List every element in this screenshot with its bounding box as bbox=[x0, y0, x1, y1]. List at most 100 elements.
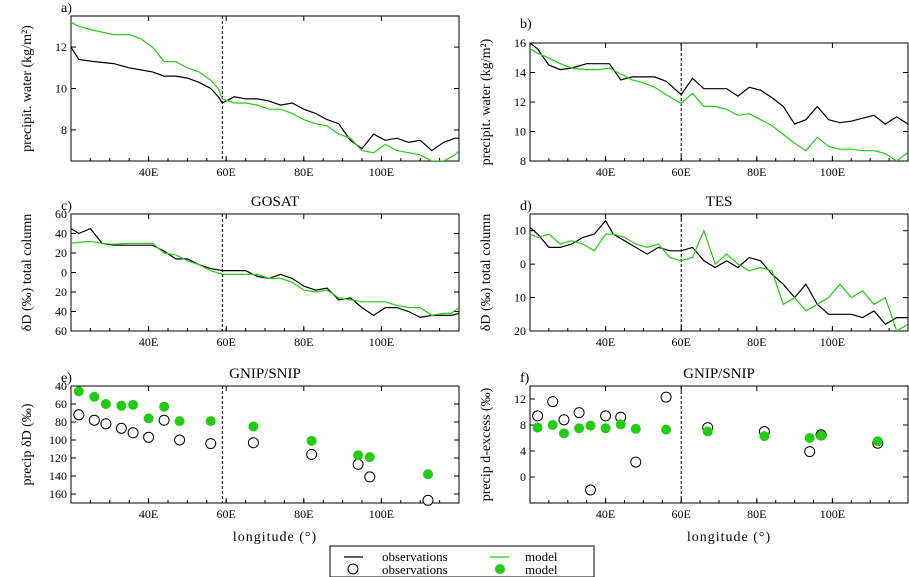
x-tick-label-a: 40E bbox=[139, 165, 158, 179]
y-tick-label-e: 40 bbox=[55, 379, 67, 393]
point-model-f bbox=[702, 426, 713, 437]
panel-title-d: TES bbox=[706, 194, 733, 210]
point-model-f bbox=[559, 428, 569, 439]
x-tick-label-d: 80E bbox=[747, 335, 766, 349]
point-model-f bbox=[600, 423, 611, 434]
point-model-f bbox=[574, 423, 585, 434]
plot-frame-d bbox=[529, 213, 909, 332]
point-observations-f bbox=[660, 391, 672, 403]
point-observations-f bbox=[600, 410, 612, 422]
y-tick-label-f: 12 bbox=[514, 392, 526, 406]
point-observations-e bbox=[143, 431, 155, 443]
panel-title-f: GNIP/SNIP bbox=[683, 366, 755, 382]
point-observations-e bbox=[247, 437, 259, 449]
point-observations-e bbox=[352, 458, 364, 470]
point-observations-e bbox=[88, 414, 100, 426]
x-tick-label-b: 40E bbox=[596, 165, 615, 179]
x-tick-label-f: 60E bbox=[672, 507, 691, 521]
point-observations-f bbox=[585, 484, 596, 496]
series-line-model-d bbox=[530, 229, 908, 331]
point-model-f bbox=[547, 420, 558, 430]
chart-panel-d: 40E 60E 80E 100E 10 0 10 20 d) TES δD (‰) total co… bbox=[479, 194, 909, 349]
point-model-f bbox=[804, 433, 815, 443]
x-tick-label-f: 40E bbox=[596, 507, 615, 521]
panel-label-d: d) bbox=[520, 199, 532, 214]
point-observations-e bbox=[174, 434, 186, 446]
y-tick-label-e: 160 bbox=[49, 487, 67, 501]
y-tick-label-b: 16 bbox=[514, 36, 526, 50]
x-axis-label-e: longitude (°) bbox=[233, 530, 317, 545]
y-tick-label-a: 12 bbox=[55, 40, 67, 54]
x-tick-label-d: 60E bbox=[672, 335, 691, 349]
point-model-f bbox=[630, 423, 641, 434]
point-model-e bbox=[306, 435, 317, 446]
y-tick-label-e: 140 bbox=[49, 469, 67, 483]
x-tick-label-f: 100E bbox=[820, 507, 845, 521]
point-model-e bbox=[116, 400, 127, 411]
y-axis-label-f: precip d-excess (‰) bbox=[479, 387, 494, 501]
panel-label-a: a) bbox=[61, 1, 72, 16]
point-observations-e bbox=[306, 448, 318, 460]
point-model-e bbox=[73, 386, 84, 397]
y-tick-label-c: 60 bbox=[55, 324, 67, 338]
x-tick-label-e: 100E bbox=[369, 507, 394, 521]
x-tick-label-d: 40E bbox=[596, 335, 615, 349]
point-observations-f bbox=[630, 456, 642, 468]
legend-marker-model-swatch bbox=[495, 564, 505, 574]
point-observations-e bbox=[364, 471, 376, 483]
point-observations-f bbox=[547, 396, 559, 408]
point-observations-e bbox=[127, 427, 139, 439]
series-group-b bbox=[530, 43, 908, 161]
y-tick-label-c: 0 bbox=[61, 266, 67, 280]
series-line-observations-b bbox=[530, 43, 908, 125]
y-tick-label-c: 40 bbox=[55, 227, 67, 241]
y-axis-label-d: δD (‰) total column bbox=[479, 214, 494, 331]
point-model-e bbox=[128, 399, 139, 410]
y-tick-label-a: 8 bbox=[61, 123, 67, 137]
series-line-model-b bbox=[530, 48, 908, 161]
plot-frame-f bbox=[529, 385, 909, 504]
x-tick-label-c: 60E bbox=[217, 335, 236, 349]
plot-frame-c bbox=[70, 213, 460, 332]
y-tick-label-f: 4 bbox=[520, 444, 526, 458]
legend-marker-observations-label: observations bbox=[382, 562, 448, 577]
point-model-f bbox=[661, 424, 672, 435]
y-tick-label-b: 8 bbox=[520, 154, 526, 168]
x-tick-label-c: 100E bbox=[369, 335, 394, 349]
legend: observations model observations model bbox=[329, 545, 595, 577]
point-model-e bbox=[159, 401, 170, 412]
series-group-a bbox=[71, 21, 459, 161]
panel-label-e: e) bbox=[61, 371, 72, 386]
point-observations-e bbox=[115, 422, 127, 434]
x-tick-label-c: 80E bbox=[294, 335, 313, 349]
point-model-e bbox=[423, 469, 433, 480]
point-model-f bbox=[759, 431, 770, 442]
chart-panel-f: 40E 60E 80E 100E 0 4 8 12 f) GNIP/SNIP precip d-ex… bbox=[479, 366, 909, 545]
y-tick-label-f: 8 bbox=[520, 418, 526, 432]
y-tick-label-d: 20 bbox=[514, 324, 526, 338]
y-tick-label-e: 80 bbox=[55, 415, 67, 429]
legend-line-model-label: model bbox=[525, 549, 558, 564]
legend-line-observations-label: observations bbox=[382, 549, 448, 564]
panel-title-c: GOSAT bbox=[251, 194, 299, 210]
y-tick-label-e: 60 bbox=[55, 397, 67, 411]
y-tick-label-f: 0 bbox=[520, 470, 526, 484]
point-observations-f bbox=[804, 446, 816, 458]
y-axis-label-c: δD (‰) total column bbox=[20, 214, 35, 331]
point-model-e bbox=[248, 421, 259, 432]
series-group-d bbox=[530, 219, 908, 331]
y-tick-label-e: 120 bbox=[49, 451, 67, 465]
x-tick-label-b: 60E bbox=[672, 165, 691, 179]
y-axis-label-b: precipit. water (kg/m²) bbox=[479, 38, 494, 165]
y-tick-label-d: 10 bbox=[514, 224, 526, 238]
y-tick-label-c: 20 bbox=[55, 285, 67, 299]
y-tick-label-d: 0 bbox=[520, 257, 526, 271]
point-model-e bbox=[174, 416, 185, 427]
point-observations-e bbox=[422, 494, 434, 506]
x-tick-label-a: 60E bbox=[217, 165, 236, 179]
x-tick-label-f: 80E bbox=[747, 507, 766, 521]
panel-label-f: f) bbox=[520, 371, 530, 386]
plot-frame-b bbox=[529, 42, 909, 162]
